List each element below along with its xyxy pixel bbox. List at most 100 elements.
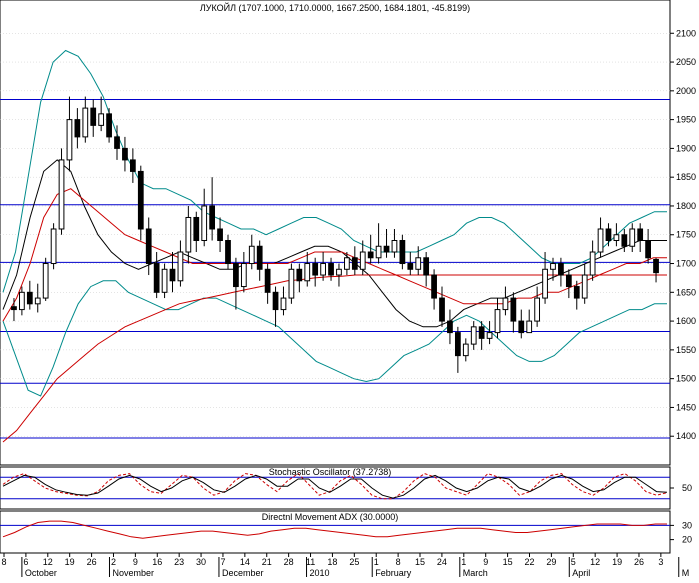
candle-body <box>391 240 398 253</box>
stochastic-title: Stochastic Oscillator (37.2738) <box>269 467 392 477</box>
day-tick-label: 1 <box>374 557 379 567</box>
price-tick-label: 1450 <box>676 402 696 412</box>
day-tick-label: 24 <box>437 557 447 567</box>
candle-body <box>629 228 636 247</box>
day-tick-label: 12 <box>43 557 53 567</box>
candle-body <box>264 268 271 293</box>
day-tick-label: 5 <box>571 557 576 567</box>
candle-body <box>169 268 176 282</box>
month-label: April <box>572 568 590 578</box>
price-panel: 1400 1450 1500 1550 1600 1650 1700 1750 1800 1850… <box>0 0 696 466</box>
price-bollinger-lower-line <box>2 280 667 397</box>
candle-body <box>351 257 358 270</box>
candle-body <box>597 228 604 253</box>
candle-body <box>486 332 493 339</box>
day-tick-label: 8 <box>396 557 401 567</box>
candle-body <box>518 320 525 334</box>
day-tick-label: 26 <box>87 557 97 567</box>
price-tick-label: 2050 <box>676 57 696 67</box>
candle-body <box>415 257 422 270</box>
candle-body <box>328 263 334 276</box>
candle-body <box>407 263 414 270</box>
candle-body <box>145 228 152 265</box>
day-tick-label: 11 <box>306 557 315 567</box>
candle-body <box>653 258 659 274</box>
candle-body <box>209 205 216 230</box>
day-tick-label: 19 <box>612 557 622 567</box>
price-axis: 1400 1450 1500 1550 1600 1650 1700 1750 1800 1850… <box>670 28 696 441</box>
day-tick-label: 9 <box>483 557 488 567</box>
candle-body <box>367 251 374 259</box>
day-tick-label: 8 <box>1 557 6 567</box>
day-tick-label: 7 <box>220 557 225 567</box>
candle-body <box>201 205 208 241</box>
month-label: December <box>222 568 264 578</box>
candle-body <box>288 268 295 299</box>
price-chart-title: ЛУКОЙЛ (1707.1000, 1710.0000, 1667.2500,… <box>200 2 470 13</box>
day-ticks: 8 6 12 19 26 2 9 16 23 30 7 14 21 28 11 18 25 1 8 15 24 1 9 15 2… <box>1 553 663 567</box>
month-label: November <box>112 568 154 578</box>
day-tick-label: 12 <box>590 557 600 567</box>
stochastic-panel: 50 Stochastic Oscillator (37.2738) <box>0 466 692 510</box>
day-tick-label: 6 <box>23 557 28 567</box>
price-tick-label: 1400 <box>676 431 696 441</box>
adx-title: Directnl Movement ADX (30.0000) <box>262 512 399 522</box>
candle-body <box>34 297 41 305</box>
price-levels <box>0 98 670 439</box>
price-tick-label: 1850 <box>676 172 696 182</box>
adx-adx-line <box>2 520 667 539</box>
candle-body <box>42 263 49 299</box>
candle-body <box>320 263 326 276</box>
candle-body <box>565 274 572 288</box>
candle-body <box>296 268 303 282</box>
stochastic-tick-label: 50 <box>682 483 692 493</box>
stochastic-stoch-d-line <box>2 474 668 499</box>
day-tick-label: 1 <box>461 557 466 567</box>
price-overlays <box>2 49 667 443</box>
candle-body <box>50 228 57 265</box>
candle-body <box>344 257 350 270</box>
candle-body <box>431 274 437 299</box>
price-ma-short-line <box>2 159 667 328</box>
price-tick-label: 2000 <box>676 86 696 96</box>
candle-body <box>185 216 192 253</box>
candle-body <box>494 309 501 334</box>
month-label: 2010 <box>310 568 330 578</box>
adx-tick-label: 30 <box>682 520 692 530</box>
stochastic-stoch-k-line <box>2 472 668 500</box>
day-tick-label: 14 <box>240 557 250 567</box>
price-tick-label: 1500 <box>676 374 696 384</box>
month-label: M <box>682 568 690 578</box>
candle-body <box>58 159 65 230</box>
candle-body <box>304 263 311 282</box>
candle-body <box>153 263 160 293</box>
price-ma-long-line <box>2 274 667 443</box>
stochastic-axis: 50 <box>670 483 692 493</box>
day-tick-label: 18 <box>327 557 337 567</box>
price-panel-frame <box>0 0 671 466</box>
candle-body <box>613 234 620 242</box>
date-axis: 8 6 12 19 26 2 9 16 23 30 7 14 21 28 11 18 25 1 8 15 24 1 9 15 2… <box>0 552 690 578</box>
month-label: October <box>25 568 57 578</box>
price-tick-label: 1750 <box>676 230 696 240</box>
day-tick-label: 23 <box>174 557 184 567</box>
candle-body <box>589 251 596 276</box>
price-tick-label: 1800 <box>676 201 696 211</box>
candle-body <box>225 240 231 265</box>
price-tick-label: 1950 <box>676 115 696 125</box>
candle-body <box>645 240 651 259</box>
stochastic-levels <box>0 476 670 500</box>
day-tick-label: 15 <box>415 557 425 567</box>
candle-body <box>423 257 430 276</box>
candle-body <box>177 251 184 282</box>
candle-body <box>550 263 556 270</box>
candle-body <box>82 107 89 138</box>
candle-body <box>161 268 168 293</box>
adx-axis: 30 20 <box>670 520 692 545</box>
month-labels: October November December 2010 February March… <box>21 557 690 578</box>
candle-body <box>19 291 25 311</box>
adx-tick-label: 20 <box>682 535 692 545</box>
candle-body <box>558 263 564 276</box>
candle-body <box>280 297 287 311</box>
day-tick-label: 15 <box>503 557 513 567</box>
